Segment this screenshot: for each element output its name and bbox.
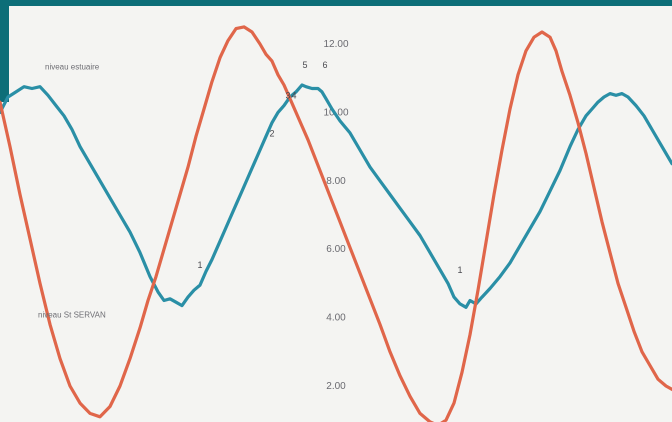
y-tick-label: 8.00	[326, 176, 346, 187]
annotations: 1 2 3 4 5 6 1	[197, 60, 462, 275]
annotation-label: 1	[197, 260, 202, 270]
series-labels: niveau estuaire niveau St SERVAN	[38, 63, 106, 320]
annotation-label: 3	[285, 91, 290, 101]
series-layer	[0, 25, 672, 422]
frame-border-left	[0, 0, 9, 102]
label-niveau-estuaire: niveau estuaire	[45, 63, 100, 72]
y-tick-label: 12.00	[323, 39, 348, 50]
annotation-label: 6	[322, 60, 327, 70]
annotation-label: 2	[269, 128, 274, 138]
annotation-label: 1	[457, 265, 462, 275]
label-niveau-st-servan: niveau St SERVAN	[38, 311, 106, 320]
annotation-label: 5	[302, 60, 307, 70]
frame-border-top	[0, 0, 672, 6]
annotation-label: 4	[291, 91, 296, 101]
series-line-st-servan	[0, 25, 672, 422]
series-line-estuaire	[0, 83, 672, 309]
y-tick-label: 2.00	[326, 381, 346, 392]
y-tick-label: 6.00	[326, 244, 346, 255]
y-tick-label: 4.00	[326, 313, 346, 324]
